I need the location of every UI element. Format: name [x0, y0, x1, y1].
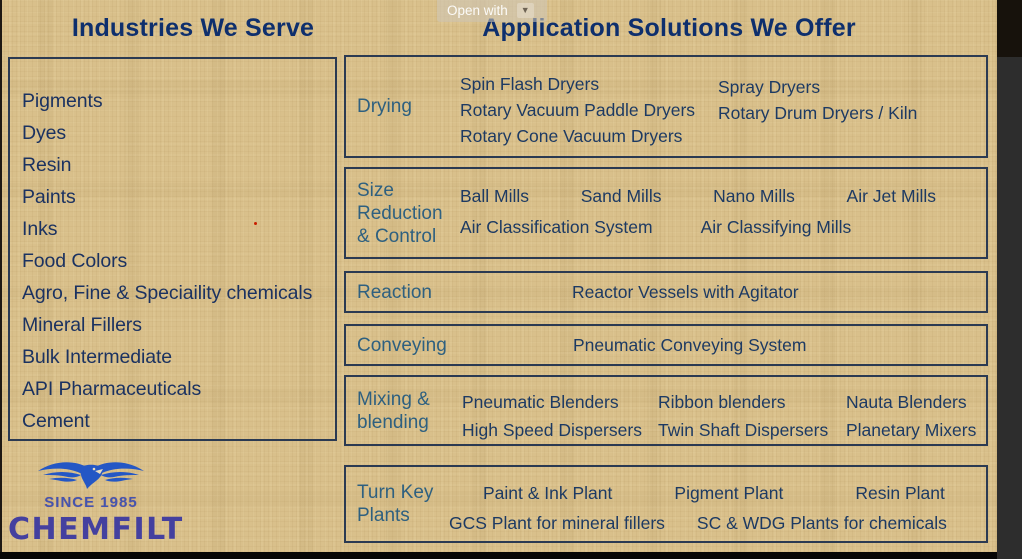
industry-item: Bulk Intermediate [22, 346, 173, 368]
solution-item: Pneumatic Blenders [462, 392, 619, 412]
solution-item: Sand Mills [580, 186, 662, 206]
solution-row-reaction: Reaction Reactor Vessels with Agitator [344, 271, 988, 313]
solution-item: Reactor Vessels with Agitator [572, 281, 799, 302]
solution-item: Spray Dryers [718, 77, 821, 97]
open-with-button[interactable]: Open with ▼ [437, 0, 547, 22]
solution-item: Spin Flash Dryers [460, 74, 600, 94]
industry-item: Mineral Fillers [22, 314, 142, 336]
solution-item: Air Classification System [460, 217, 653, 237]
eagle-icon [38, 462, 144, 489]
industry-item: Dyes [22, 122, 67, 144]
industries-list: Pigments Dyes Resin Paints Inks Food Col… [10, 59, 335, 437]
industry-item: Resin [22, 154, 72, 176]
industry-item: Pigments [22, 90, 103, 112]
solution-row-size-reduction: Size Reduction & Control Ball Mills Sand… [344, 167, 988, 259]
bottom-letterbox-bar [0, 552, 997, 559]
solution-row-mixing-blending: Mixing & blending Pneumatic Blenders Rib… [344, 375, 988, 446]
solution-item: Air Classifying Mills [700, 217, 852, 237]
logo-since-text: SINCE 1985 [44, 494, 138, 511]
solution-row-label: Reaction [357, 281, 432, 303]
solution-row-turn-key-plants: Turn Key Plants Paint & Ink Plant Pigmen… [344, 465, 988, 543]
left-edge-strip [0, 0, 2, 552]
solution-item: Resin Plant [855, 483, 945, 503]
industry-item: Cement [22, 410, 90, 432]
solution-row-label: Turn Key Plants [357, 482, 434, 526]
solution-row-label: Size Reduction & Control [357, 179, 443, 247]
solution-row-label: Mixing & blending [357, 388, 430, 433]
chemfilt-logo: SINCE 1985 CHEMFILT [8, 458, 184, 547]
industry-item: Inks [22, 218, 58, 240]
solution-item: Rotary Vacuum Paddle Dryers [460, 100, 696, 120]
solution-item: Rotary Drum Dryers / Kiln [718, 103, 918, 123]
red-speck-artifact [254, 222, 257, 225]
solution-item: Nano Mills [713, 186, 795, 206]
industries-title: Industries We Serve [71, 14, 315, 42]
solution-item: High Speed Dispersers [462, 419, 642, 440]
open-with-label: Open with [447, 3, 508, 18]
industry-item: Paints [22, 186, 76, 208]
solution-item: Air Jet Mills [846, 186, 936, 206]
solution-row-drying: Drying Spin Flash Dryers Rotary Vacuum P… [344, 55, 988, 158]
solution-item: GCS Plant for mineral fillers [449, 513, 665, 533]
industry-item: API Pharmaceuticals [22, 378, 202, 400]
solution-item: Paint & Ink Plant [483, 483, 613, 503]
industries-panel: Pigments Dyes Resin Paints Inks Food Col… [8, 57, 337, 441]
solution-row-label: Drying [357, 96, 412, 117]
solution-item: Ball Mills [460, 186, 530, 206]
solution-item: Twin Shaft Dispersers [658, 419, 829, 440]
slide-canvas: Industries We Serve Application Solution… [0, 0, 997, 552]
logo-brand-text: CHEMFILT [8, 512, 184, 547]
solution-row-label: Conveying [357, 334, 447, 356]
viewer-side-strip-corner [997, 0, 1022, 57]
industry-item: Agro, Fine & Speciaility chemicals [22, 282, 313, 304]
solution-item: Rotary Cone Vacuum Dryers [460, 126, 683, 146]
viewer-side-strip [997, 0, 1022, 559]
solution-item: Pigment Plant [674, 483, 784, 503]
chevron-down-icon: ▼ [516, 3, 534, 18]
solution-item: SC & WDG Plants for chemicals [696, 513, 947, 533]
solution-item: Nauta Blenders [846, 392, 967, 412]
solution-item: Ribbon blenders [658, 392, 786, 412]
industry-item: Food Colors [22, 250, 128, 272]
solution-row-conveying: Conveying Pneumatic Conveying System [344, 324, 988, 366]
solution-item: Planetary Mixers [846, 419, 977, 440]
solution-item: Pneumatic Conveying System [573, 334, 807, 355]
